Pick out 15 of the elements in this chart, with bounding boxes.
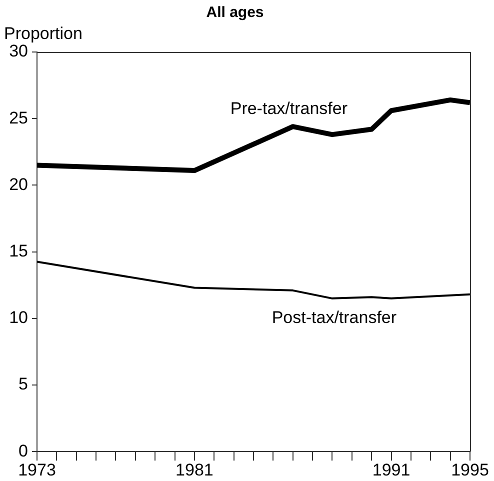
y-axis-title: Proportion <box>4 24 82 44</box>
series-label: Pre-tax/transfer <box>230 98 348 118</box>
x-tick-label: 1995 <box>451 460 489 480</box>
x-tick-label: 1991 <box>372 460 410 480</box>
y-tick-label: 15 <box>9 241 28 260</box>
x-tick-label: 1981 <box>176 460 214 480</box>
y-tick-label: 20 <box>9 174 28 194</box>
y-tick-label: 30 <box>9 42 28 61</box>
x-tick-label: 1973 <box>18 460 56 480</box>
y-tick-label: 25 <box>9 108 28 128</box>
y-tick-label: 10 <box>9 308 28 328</box>
y-tick-label: 0 <box>18 441 28 460</box>
chart-title: All ages <box>206 4 264 22</box>
series-label: Post-tax/transfer <box>272 308 397 328</box>
y-tick-label: 5 <box>18 374 28 394</box>
